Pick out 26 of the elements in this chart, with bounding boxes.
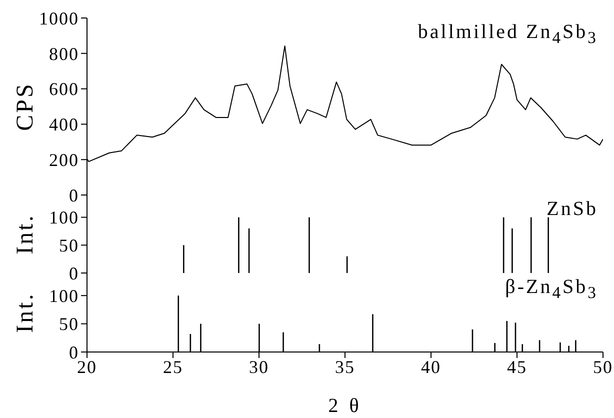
x-tick-label: 45	[507, 356, 527, 377]
y-axis-title: CPS	[12, 82, 39, 131]
x-axis-title: 2 θ	[328, 395, 362, 417]
x-tick-label: 25	[163, 356, 183, 377]
y-tick-label: 100	[49, 286, 79, 306]
x-tick-label: 40	[421, 356, 441, 377]
annotation: ballmilled Zn$_{4}$Sb$_{3}$	[418, 20, 598, 49]
y-tick-label: 0	[69, 342, 79, 362]
y-tick-label: 1000	[39, 8, 79, 28]
y-tick-label: 100	[49, 208, 79, 228]
y-tick-label: 200	[49, 150, 79, 170]
x-tick-label: 50	[593, 356, 613, 377]
y-tick-label: 50	[59, 236, 79, 256]
x-tick-label: 35	[335, 356, 355, 377]
y-tick-label: 0	[69, 263, 79, 284]
y-tick-label: 0	[69, 185, 79, 206]
annotation: ZnSb	[546, 197, 598, 221]
y-tick-label: 600	[49, 79, 79, 100]
x-tick-label: 30	[249, 356, 269, 377]
y-axis-title: Int.	[12, 214, 39, 254]
y-tick-label: 400	[49, 114, 79, 135]
x-tick-label: 20	[77, 356, 97, 377]
annotation: β-Zn$_{4}$Sb$_{3}$	[505, 275, 598, 304]
y-tick-label: 50	[59, 314, 79, 334]
y-tick-label: 800	[49, 44, 79, 64]
y-axis-title: Int.	[12, 292, 39, 333]
